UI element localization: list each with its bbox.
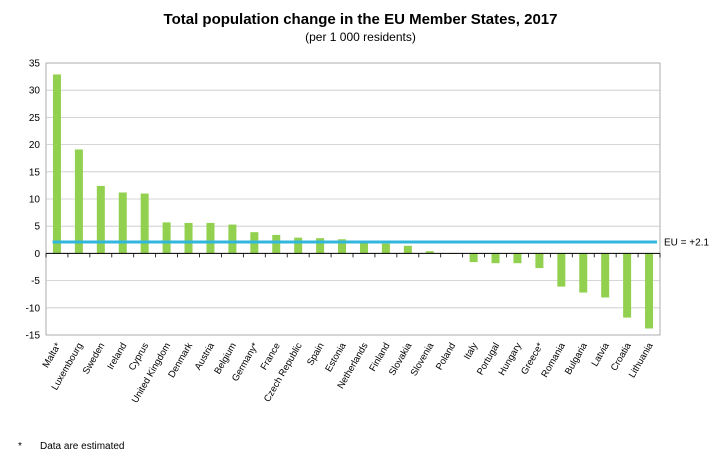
bar	[162, 222, 171, 254]
category-label: Poland	[434, 341, 458, 372]
bar	[206, 222, 215, 254]
category-label: Malta*	[41, 341, 64, 370]
y-tick-label: 5	[34, 222, 40, 233]
footnote-mark: *	[18, 441, 22, 452]
y-tick-label: 20	[29, 140, 41, 151]
bar	[469, 253, 478, 263]
bar	[140, 193, 149, 254]
eu-reference: EU = +2.1	[52, 237, 709, 248]
bar	[491, 253, 500, 264]
bar	[535, 253, 544, 269]
bar	[579, 253, 588, 293]
y-tick-label: 15	[29, 167, 41, 178]
bar	[184, 222, 193, 254]
bar	[74, 149, 83, 254]
category-label: Latvia	[590, 340, 613, 368]
y-tick-label: -10	[26, 303, 41, 314]
bar	[403, 245, 412, 254]
bar	[316, 238, 325, 254]
bar	[338, 239, 347, 254]
y-tick-label: -15	[26, 331, 41, 342]
chart-title: Total population change in the EU Member…	[163, 11, 558, 28]
bar	[557, 253, 566, 287]
bar	[601, 253, 610, 298]
y-axis-ticks: 35 30 25 20 15 10 5 0 -5 -10 -15	[26, 59, 41, 342]
bar	[425, 251, 434, 254]
bar	[623, 253, 632, 318]
x-axis-labels: Malta*LuxembourgSwedenIrelandCyprusUnite…	[41, 340, 656, 405]
footnote-text: Data are estimated	[40, 441, 125, 452]
bar	[359, 242, 368, 254]
y-tick-label: 10	[29, 195, 41, 206]
bar	[52, 74, 61, 254]
footnote: * Data are estimated	[18, 441, 125, 452]
category-label: Spain	[305, 341, 327, 368]
category-label: Italy	[462, 341, 480, 362]
bar	[645, 253, 654, 329]
bar	[118, 192, 127, 254]
bar	[228, 224, 237, 254]
bar	[96, 185, 105, 254]
bar	[294, 237, 303, 254]
bar	[513, 253, 522, 264]
y-tick-label: -5	[31, 276, 40, 287]
y-tick-label: 0	[34, 249, 40, 260]
category-label: Bulgaria	[563, 340, 590, 376]
zero-axis	[45, 252, 661, 258]
bar	[272, 234, 281, 254]
bar	[381, 243, 390, 254]
y-tick-label: 25	[29, 113, 41, 124]
chart-subtitle: (per 1 000 residents)	[305, 30, 416, 44]
eu-average-label: EU = +2.1	[664, 237, 709, 248]
y-tick-label: 30	[29, 86, 41, 97]
y-tick-label: 35	[29, 59, 41, 70]
